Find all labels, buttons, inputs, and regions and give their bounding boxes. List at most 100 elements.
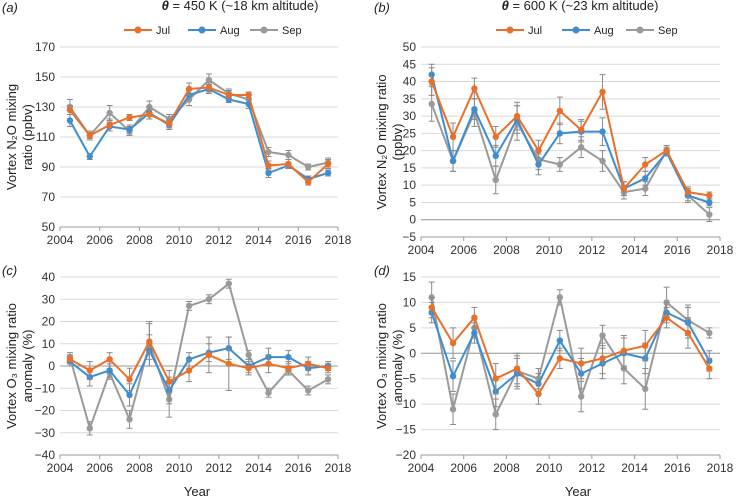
y-tick-label: 15 <box>403 270 417 284</box>
y-axis-title-line: anomaly (%) <box>390 330 405 403</box>
data-point-jul <box>265 360 272 367</box>
data-point-sep <box>642 185 649 192</box>
data-point-sep <box>577 143 585 151</box>
series-line-jul <box>430 306 711 395</box>
data-point-jul <box>166 120 173 127</box>
y-tick-label: 35 <box>403 92 417 106</box>
data-point-jul <box>225 91 232 99</box>
data-point-aug <box>449 372 457 380</box>
series-line-sep <box>68 282 329 430</box>
series-line-jul <box>69 86 329 183</box>
legend-left-sep-label: Sep <box>282 25 302 37</box>
panel-label-d: (d) <box>374 263 390 278</box>
y-tick-label: −5 <box>402 372 416 386</box>
y-tick-label: 20 <box>403 144 417 158</box>
x-tick-label: 2016 <box>664 461 691 475</box>
y-tick-label: 10 <box>42 337 56 351</box>
x-tick-label: 2004 <box>47 461 74 475</box>
data-point-aug <box>126 126 133 133</box>
x-tick-label: 2010 <box>166 233 193 247</box>
y-tick-label: 10 <box>403 178 417 192</box>
legend-right-jul-marker <box>506 26 514 34</box>
y-tick-label: 30 <box>403 109 417 123</box>
x-tick-label: 2004 <box>408 461 435 475</box>
data-point-jul <box>225 360 232 367</box>
title-left-theta: θ <box>162 0 169 13</box>
x-tick-label: 2008 <box>126 233 153 247</box>
data-point-jul <box>86 132 93 139</box>
y-axis-title: Vortex N₂O mixing ratio(ppbv) <box>374 74 405 209</box>
data-point-aug <box>492 152 499 160</box>
data-point-jul <box>642 342 649 349</box>
data-point-jul <box>535 147 542 154</box>
data-point-jul <box>513 365 521 372</box>
y-tick-label: 25 <box>403 126 417 140</box>
x-tick-label: 2008 <box>126 461 153 475</box>
data-point-sep <box>556 161 564 168</box>
data-point-jul <box>428 304 435 311</box>
y-tick-label: 0 <box>409 346 416 360</box>
panel-b-n2o-600k: −5 0 5 10 15 20 25 30 35 40 45 50 2004 2006 2008 2010 20… <box>374 40 734 257</box>
data-point-jul <box>245 365 252 372</box>
series-line-jul <box>69 340 329 383</box>
legend-right-sep-marker <box>636 26 644 34</box>
y-tick-label: 40 <box>42 270 56 284</box>
data-point-sep <box>428 100 435 108</box>
data-point-jul <box>146 111 153 118</box>
data-point-sep <box>492 411 499 418</box>
data-point-jul <box>305 360 312 367</box>
data-point-sep <box>556 294 564 301</box>
legend-left-jul-marker <box>134 26 142 34</box>
data-point-aug <box>642 175 649 182</box>
x-tick-label: 2014 <box>245 233 272 247</box>
title-left: θ = 450 K (~18 km altitude) <box>162 0 319 13</box>
x-tick-label: 2018 <box>325 461 352 475</box>
y-axis-title-line: Vortex N₂O mixing ratio <box>374 74 389 209</box>
data-point-aug <box>599 128 606 135</box>
y-tick-label: −10 <box>35 381 56 395</box>
y-axis-title-line: anomaly (%) <box>20 330 35 403</box>
data-point-sep <box>599 332 606 339</box>
data-point-jul <box>599 88 606 96</box>
data-point-sep <box>86 425 93 432</box>
data-point-aug <box>66 117 74 124</box>
data-point-sep <box>205 296 213 303</box>
data-point-jul <box>305 178 312 186</box>
data-point-sep <box>642 385 649 393</box>
x-tick-label: 2004 <box>47 233 74 247</box>
series-line-sep <box>69 79 329 168</box>
legend-left-aug-marker <box>198 26 206 34</box>
data-point-jul <box>706 365 713 372</box>
data-point-jul <box>86 367 93 374</box>
y-tick-label: 45 <box>403 57 417 71</box>
data-point-aug <box>471 105 478 113</box>
data-point-sep <box>205 76 213 84</box>
data-point-jul <box>449 339 457 347</box>
y-axis-title: Vortex N₂O mixingratio (ppbv) <box>4 84 35 190</box>
data-point-sep <box>449 406 457 413</box>
legend-left-sep-marker <box>260 26 268 34</box>
data-point-jul <box>620 347 628 354</box>
panel-c-o3-450k: −40 −30 −20 −10 0 10 20 30 40 2004 2006 2008 2010 201… <box>4 270 352 475</box>
y-tick-label: 0 <box>409 213 416 227</box>
y-tick-label: −20 <box>35 404 56 418</box>
title-left-text: = 450 K (~18 km altitude) <box>169 0 319 13</box>
data-point-jul <box>428 78 435 85</box>
data-point-aug <box>706 199 713 206</box>
data-point-jul <box>285 365 292 372</box>
data-point-jul <box>66 356 74 363</box>
data-point-jul <box>126 114 133 121</box>
data-point-jul <box>185 85 193 93</box>
data-point-jul <box>471 314 478 321</box>
data-point-sep <box>324 376 332 383</box>
y-tick-label: 70 <box>42 190 56 204</box>
x-tick-label: 2006 <box>86 461 113 475</box>
data-point-aug <box>556 130 564 137</box>
series-line-jul <box>430 81 710 197</box>
x-tick-label: 2012 <box>579 461 606 475</box>
data-point-jul <box>492 375 499 382</box>
data-point-jul <box>684 188 692 196</box>
y-tick-label: 30 <box>42 292 56 306</box>
x-tick-label: 2014 <box>621 461 648 475</box>
data-point-jul <box>577 360 585 367</box>
